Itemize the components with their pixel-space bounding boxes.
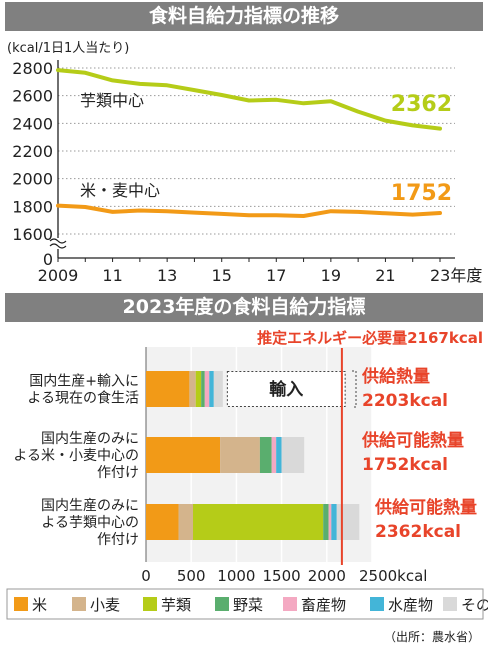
bar-segment-米 xyxy=(146,437,221,473)
x-tick-label: 21 xyxy=(375,266,395,285)
legend-swatch-芋類 xyxy=(143,597,157,611)
series-name-label: 芋類中心 xyxy=(80,91,144,110)
legend-swatch-その他 xyxy=(443,597,457,611)
x-tick-label: 23年度 xyxy=(430,266,482,285)
legend-swatch-小麦 xyxy=(72,597,86,611)
import-label: 輸入 xyxy=(269,379,303,400)
legend-swatch-畜産物 xyxy=(283,597,297,611)
y-tick-label: 0 xyxy=(43,250,53,269)
bar-segment-野菜 xyxy=(201,371,205,407)
y-tick-label: 2200 xyxy=(12,142,53,161)
legend-frame xyxy=(6,588,484,620)
bar-category-label: 作付け xyxy=(97,465,139,481)
legend-label: 米 xyxy=(32,596,47,614)
bar-segment-野菜 xyxy=(323,504,329,540)
import-segment xyxy=(226,371,346,407)
legend-label: 水産物 xyxy=(388,596,433,614)
bar-segment-水産物 xyxy=(276,437,282,473)
series-line-2 xyxy=(56,203,442,218)
y-tick-label: 1800 xyxy=(12,197,53,216)
legend-swatch-水産物 xyxy=(370,597,384,611)
annotation-bracket xyxy=(352,370,357,408)
series-line-1 xyxy=(56,68,442,131)
legend-label: その他 xyxy=(461,596,488,614)
axis-break-mark xyxy=(49,238,67,249)
bar-segment-小麦 xyxy=(220,437,260,473)
bar-category-label: 国内生産+輸入に xyxy=(29,374,139,390)
bar-category-label: よる現在の食生活 xyxy=(27,390,139,407)
bar-segment-米 xyxy=(146,504,179,540)
x-tick-label: 2009 xyxy=(38,266,79,285)
bar-category-label: 国内生産のみに xyxy=(41,431,139,447)
bar-segment-その他 xyxy=(213,371,223,407)
bar-segment-芋類 xyxy=(195,371,202,407)
bar-segment-小麦 xyxy=(189,371,196,407)
y-tick-label: 2800 xyxy=(12,59,53,78)
supply-annotation-title: 供給熱量 xyxy=(361,366,430,387)
bar-category-label: よる芋類中心の xyxy=(41,515,139,531)
reference-line-label: 推定エネルギー必要量2167kcal xyxy=(257,329,483,347)
legend-swatch-野菜 xyxy=(215,597,229,611)
supply-annotation-value: 1752kcal xyxy=(362,455,448,475)
bar-segment-芋類 xyxy=(193,504,324,540)
line-chart-title: 食料自給力指標の推移 xyxy=(5,2,483,31)
bar-segment-畜産物 xyxy=(204,371,210,407)
bar-segment-畜産物 xyxy=(271,437,277,473)
series-name-label: 米・麦中心 xyxy=(80,181,160,200)
bar-x-tick-label: 500 xyxy=(177,567,206,585)
legend-label: 野菜 xyxy=(233,596,263,614)
y-tick-label: 1600 xyxy=(12,225,53,244)
supply-annotation-title: 供給可能熱量 xyxy=(374,497,477,518)
bar-x-tick-label: 1500 xyxy=(263,567,301,585)
legend-label: 芋類 xyxy=(161,596,191,614)
legend-label: 畜産物 xyxy=(301,596,346,614)
supply-annotation-value: 2203kcal xyxy=(362,391,448,411)
bar-chart-title: 2023年度の食料自給力指標 xyxy=(5,293,483,322)
bar-x-tick-label: 2500kcal xyxy=(359,567,427,585)
bar-segment-水産物 xyxy=(209,371,214,407)
series-end-value-label: 1752 xyxy=(391,181,452,206)
bar-category-label: 国内生産のみに xyxy=(41,498,139,514)
bar-x-tick-label: 1000 xyxy=(217,567,255,585)
bar-category-label: 作付け xyxy=(97,532,139,548)
y-tick-label: 2000 xyxy=(12,170,53,189)
y-tick-label: 2400 xyxy=(12,114,53,133)
bar-segment-その他 xyxy=(336,504,360,540)
bar-segment-米 xyxy=(146,371,190,407)
series-end-value-label: 2362 xyxy=(391,92,452,117)
y-tick-label: 2600 xyxy=(12,87,53,106)
supply-annotation-value: 2362kcal xyxy=(375,522,461,542)
x-tick-label: 15 xyxy=(212,266,232,285)
supply-annotation-title: 供給可能熱量 xyxy=(361,430,464,451)
bar-category-label: よる米・小麦中心の xyxy=(13,448,139,464)
source-note: （出所：農水省） xyxy=(383,630,480,644)
bar-segment-その他 xyxy=(281,437,305,473)
bar-x-tick-label: 2000 xyxy=(308,567,346,585)
bar-segment-畜産物 xyxy=(328,504,332,540)
legend-label: 小麦 xyxy=(90,596,120,614)
x-tick-label: 13 xyxy=(157,266,177,285)
x-tick-label: 19 xyxy=(321,266,341,285)
legend-swatch-米 xyxy=(14,597,28,611)
bar-segment-水産物 xyxy=(331,504,337,540)
x-tick-label: 11 xyxy=(102,266,122,285)
bar-segment-小麦 xyxy=(178,504,194,540)
bar-x-tick-label: 0 xyxy=(141,567,151,585)
y-axis-label: (kcal/1日1人当たり) xyxy=(7,41,129,56)
x-tick-label: 17 xyxy=(266,266,286,285)
bar-segment-野菜 xyxy=(259,437,272,473)
